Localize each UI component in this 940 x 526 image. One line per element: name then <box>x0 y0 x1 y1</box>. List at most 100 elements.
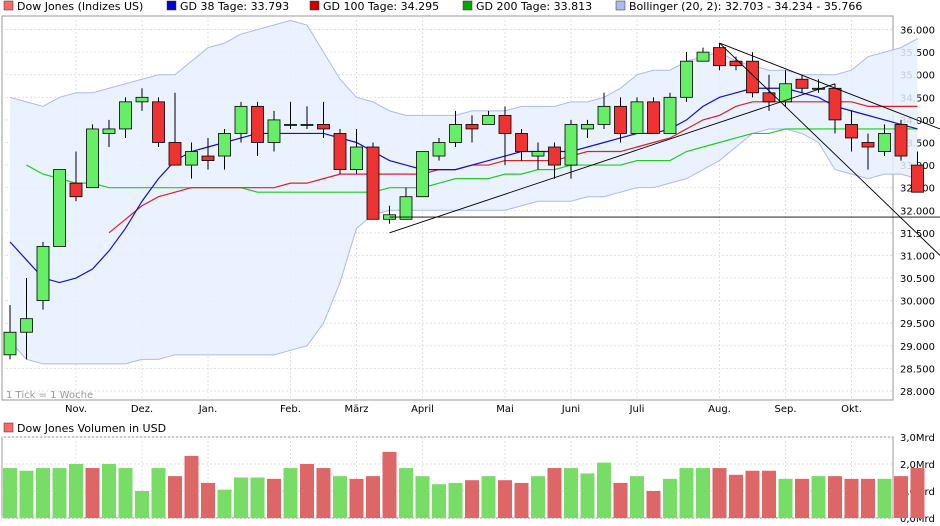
volume-bar <box>811 476 826 518</box>
volume-y-tick-label: 2,0Mrd <box>900 460 935 471</box>
volume-bar <box>151 468 166 518</box>
candle <box>515 133 528 152</box>
candle <box>218 133 231 157</box>
legend-label: Bollinger (20, 2): 32.703 - 34.234 - 35.… <box>629 0 862 13</box>
volume-bar <box>465 480 479 518</box>
candle <box>663 96 677 134</box>
volume-bar <box>580 473 595 518</box>
candle <box>416 151 429 198</box>
price-plot: 28.000 28.500 29.000 29.500 30.000 30.500 31.0… <box>1 15 940 415</box>
x-tick-label: April <box>411 404 434 415</box>
volume-bar <box>597 462 611 518</box>
candle <box>36 245 50 302</box>
volume-bar <box>283 468 298 518</box>
volume-bar <box>69 464 83 518</box>
candle <box>185 151 198 166</box>
legend-label: GD 200 Tage: 33.813 <box>476 0 592 13</box>
chart-legend: Dow Jones (Indizes US) GD 38 Tage: 33.793… <box>3 0 862 13</box>
candle <box>581 124 594 130</box>
volume-bar <box>564 468 578 518</box>
candle <box>432 142 446 157</box>
candle <box>548 146 561 166</box>
volume-bar <box>316 468 331 518</box>
volume-bar <box>448 482 463 518</box>
candle <box>564 124 578 166</box>
legend-label: GD 100 Tage: 34.295 <box>323 0 439 13</box>
volume-bar <box>679 468 694 518</box>
legend-swatch <box>3 0 14 11</box>
candle <box>878 133 891 152</box>
candle <box>86 128 99 189</box>
x-tick-label: Nov. <box>65 404 87 415</box>
volume-bar <box>861 478 875 518</box>
y-tick-label: 31.000 <box>900 251 935 262</box>
volume-bar <box>3 468 17 518</box>
volume-bar <box>663 478 677 518</box>
volume-bar <box>877 478 892 518</box>
volume-bar <box>729 474 743 518</box>
trendline <box>719 42 940 256</box>
volume-bar <box>250 477 265 518</box>
candle <box>597 105 611 125</box>
candle <box>614 105 627 134</box>
candle <box>234 105 248 134</box>
volume-y-tick-label: 0,0Mrd <box>900 514 935 525</box>
candle <box>762 92 776 103</box>
volume-title: Dow Jones Volumen in USD <box>17 422 166 435</box>
x-tick-label: Aug. <box>708 404 731 415</box>
volume-plot: Dow Jones Volumen in USD0,0Mrd1,0Mrd2,0M… <box>1 422 935 525</box>
volume-bar <box>844 478 859 518</box>
candle <box>861 142 875 148</box>
x-tick-label: Juli <box>629 404 645 415</box>
candle <box>630 101 644 134</box>
volume-bar <box>267 478 281 518</box>
candle <box>333 133 347 170</box>
volume-bar <box>514 482 529 518</box>
volume-bar <box>646 491 661 518</box>
volume-y-tick-label: 3,0Mrd <box>900 433 935 444</box>
candle <box>647 101 660 134</box>
candle <box>729 60 743 67</box>
volume-bar <box>745 470 760 518</box>
volume-bar <box>762 470 776 518</box>
legend-swatch <box>615 0 626 11</box>
candle <box>449 124 462 143</box>
candle <box>251 105 264 143</box>
volume-bar <box>300 464 314 518</box>
candle <box>531 151 545 157</box>
y-tick-label: 30.500 <box>900 274 935 285</box>
x-tick-label: Mai <box>496 404 514 415</box>
volume-bar <box>432 484 446 518</box>
candle <box>119 101 132 130</box>
candle <box>696 51 710 62</box>
y-tick-label: 32.000 <box>900 206 935 217</box>
volume-bar <box>366 476 380 518</box>
candle <box>69 182 83 198</box>
candle <box>680 60 693 98</box>
legend-label: Dow Jones (Indizes US) <box>17 0 143 13</box>
candle <box>366 146 380 220</box>
x-tick-label: März <box>344 404 368 415</box>
candle <box>845 124 858 139</box>
x-tick-label: Juni <box>561 404 580 415</box>
x-tick-label: Dez. <box>131 404 153 415</box>
volume-bar <box>102 464 116 518</box>
candle <box>894 124 908 157</box>
volume-bar <box>481 476 496 518</box>
volume-bar <box>828 476 842 518</box>
trendline <box>389 83 836 234</box>
volume-bar <box>795 478 809 518</box>
legend-swatch <box>166 0 177 11</box>
candle <box>135 96 149 103</box>
y-tick-label: 29.000 <box>900 342 935 353</box>
candle <box>795 78 809 89</box>
candle <box>3 331 17 356</box>
volume-bar <box>894 476 908 518</box>
candle <box>498 114 512 134</box>
legend-swatch <box>309 0 320 11</box>
volume-bar <box>201 482 215 518</box>
ma200-line <box>26 128 918 193</box>
volume-bar <box>399 468 413 518</box>
x-tick-label: Okt. <box>841 404 862 415</box>
